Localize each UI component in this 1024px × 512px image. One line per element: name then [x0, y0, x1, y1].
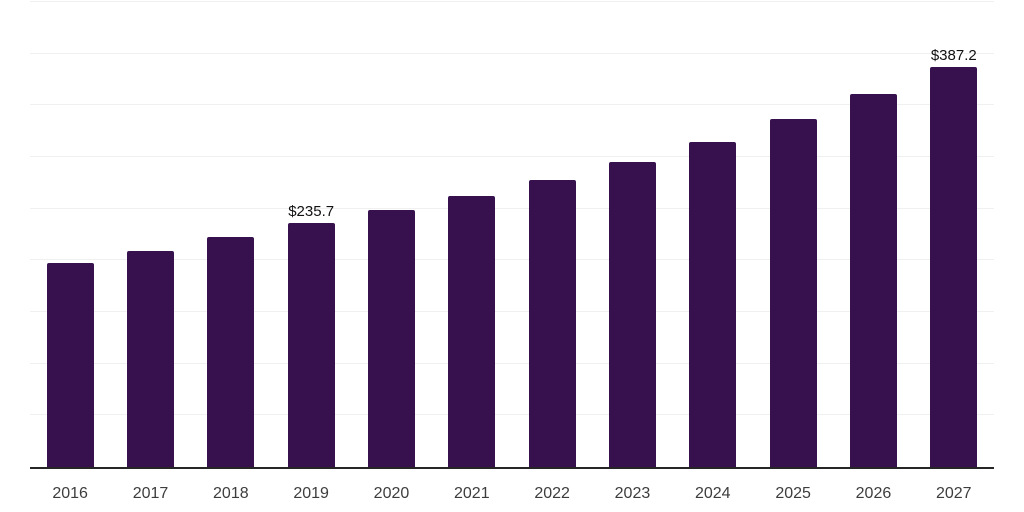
gridline-y-200 [30, 259, 994, 261]
x-tick-label-2021: 2021 [454, 485, 490, 502]
bar-2026 [849, 93, 897, 467]
x-tick-label-2023: 2023 [614, 485, 651, 502]
x-tick-label-2027: 2027 [935, 485, 972, 502]
bar-2025 [769, 118, 817, 467]
x-tick-label-2026: 2026 [855, 485, 892, 502]
bar-2017 [126, 251, 174, 467]
bar-slot-2022 [512, 2, 592, 467]
x-tick-label-2019: 2019 [293, 485, 329, 502]
bars-layer: $235.7 $387.2 [30, 2, 994, 467]
gridline-y-300 [30, 156, 994, 158]
gridline-y-250 [30, 207, 994, 209]
gridline-y-50 [30, 414, 994, 416]
x-tick-label-2022: 2022 [534, 485, 570, 502]
point-label-2019: $235.7 [288, 203, 335, 221]
bar-2021 [448, 195, 496, 467]
x-axis: 2016 2017 2018 2019 2020 2021 2022 2023 2024 2025… [30, 469, 994, 512]
plot-area: $235.7 $387.2 [30, 1, 994, 469]
bar-slot-2020 [351, 2, 431, 467]
bar-slot-2025 [753, 2, 833, 467]
bar-slot-2021 [432, 2, 512, 467]
point-label-2027: $387.2 [930, 46, 977, 64]
bar-2020 [367, 209, 415, 467]
bar-2027: $387.2 [930, 48, 978, 467]
bar-2022 [528, 179, 576, 467]
bar-slot-2018 [191, 2, 271, 467]
bar-slot-2019: $235.7 [271, 2, 351, 467]
bar-slot-2023 [592, 2, 672, 467]
bar-slot-2027: $387.2 [914, 2, 994, 467]
bar-2016 [46, 262, 94, 467]
x-tick-label-2018: 2018 [213, 485, 249, 502]
x-tick-label-2016: 2016 [52, 485, 88, 502]
gridline-y-450 [30, 1, 994, 2]
bar-2023 [608, 161, 656, 467]
gridline-y-350 [30, 104, 994, 106]
x-tick-label-2025: 2025 [775, 485, 811, 502]
gridline-y-400 [30, 52, 994, 54]
bar-slot-2017 [110, 2, 190, 467]
bar-slot-2016 [30, 2, 110, 467]
bar-2019: $235.7 [287, 204, 335, 467]
gridline-y-150 [30, 311, 994, 313]
x-tick-label-2020: 2020 [373, 485, 410, 502]
x-tick-label-2024: 2024 [694, 485, 731, 502]
bar-2018 [207, 236, 255, 467]
bar-slot-2024 [673, 2, 753, 467]
bar-2024 [689, 142, 737, 467]
bar-slot-2026 [833, 2, 913, 467]
x-tick-label-2017: 2017 [132, 485, 169, 502]
gridline-y-100 [30, 362, 994, 364]
